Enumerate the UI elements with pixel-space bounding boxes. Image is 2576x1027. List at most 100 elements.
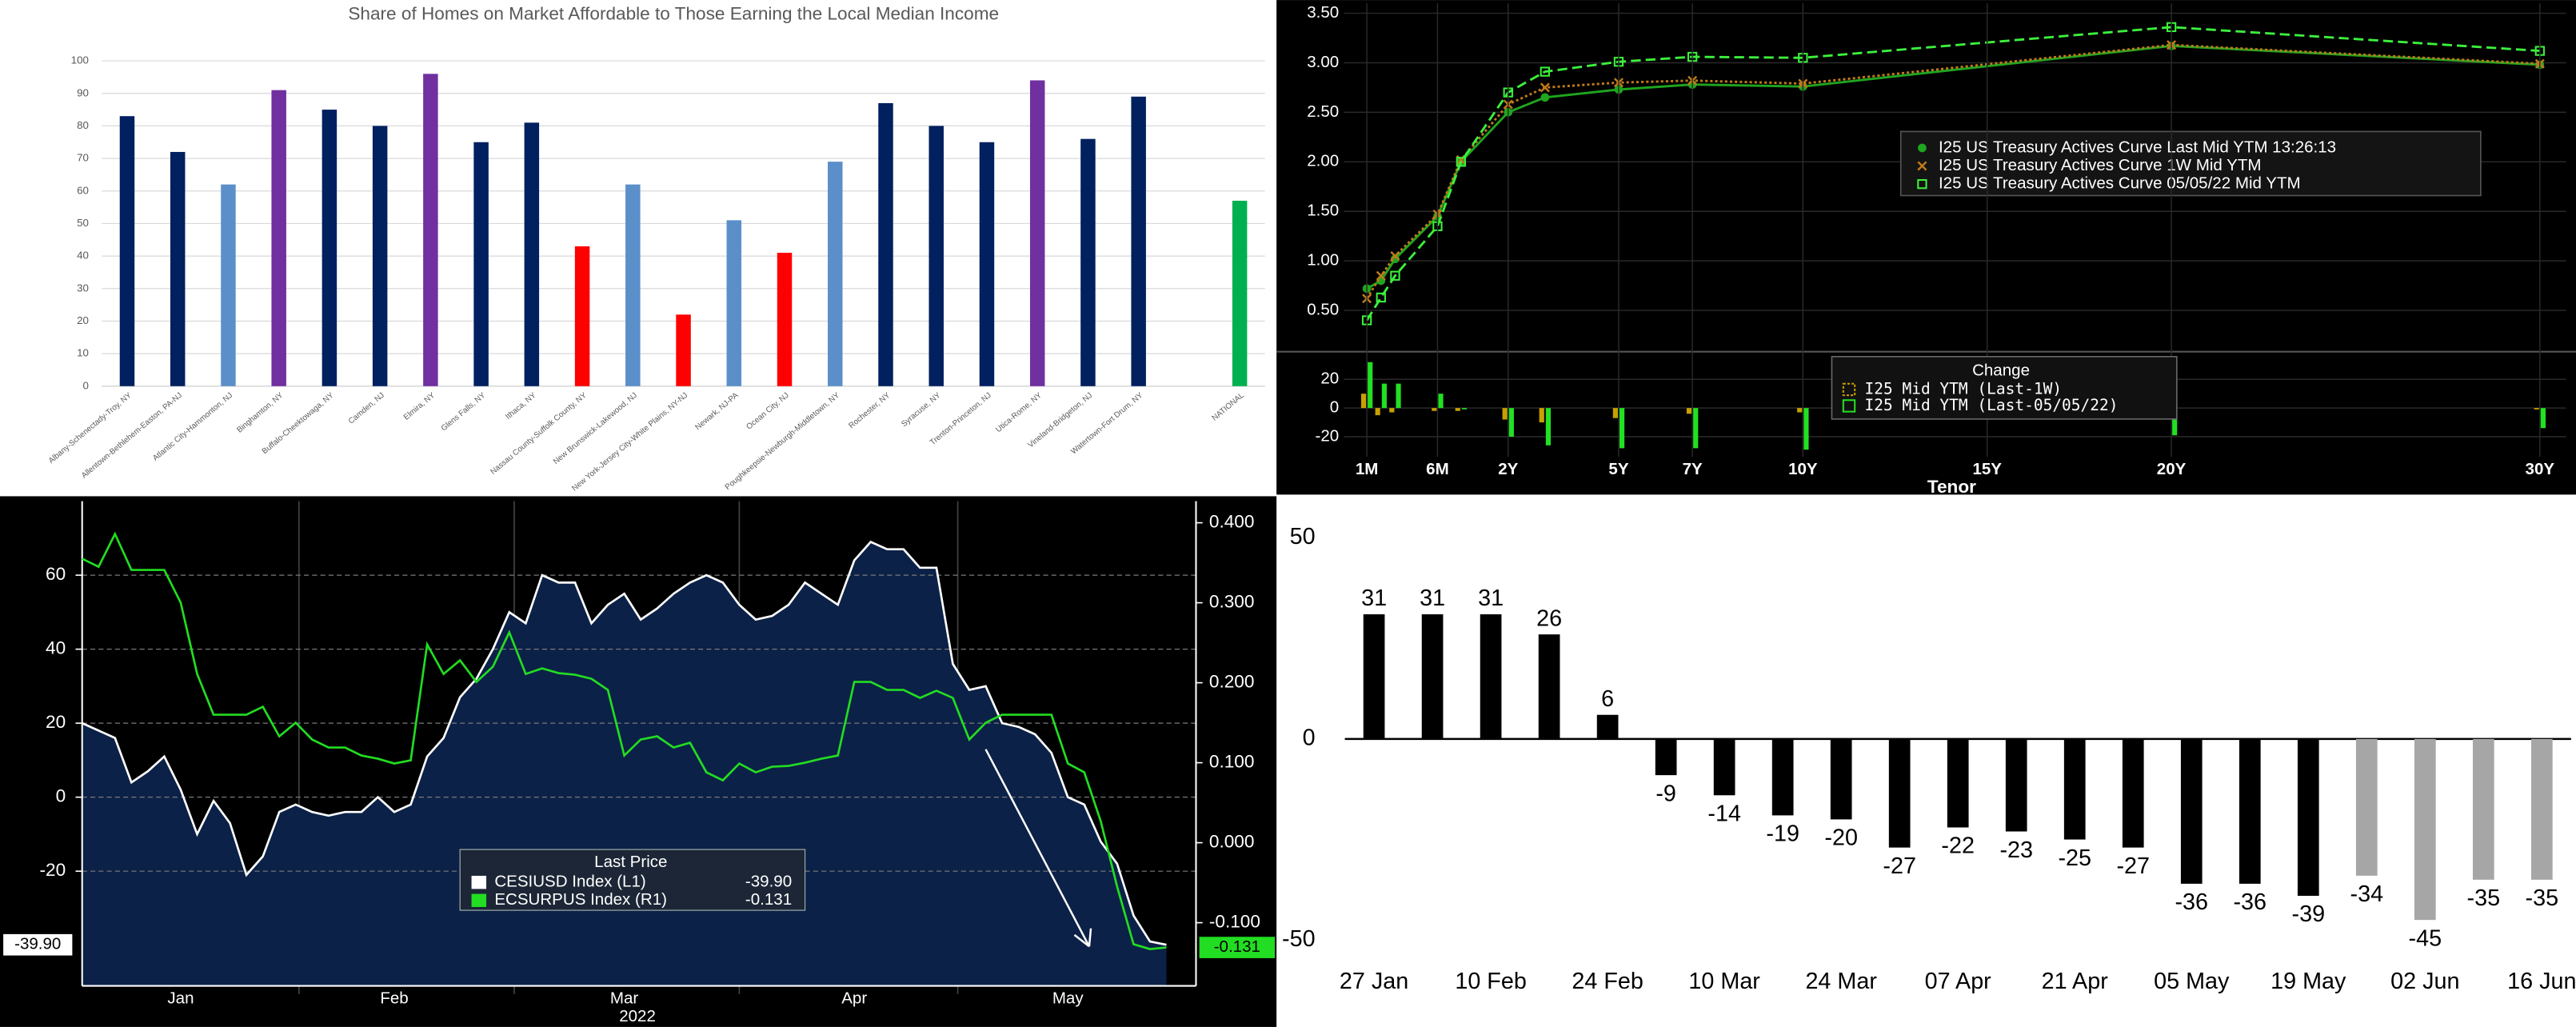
change-bar bbox=[1396, 383, 1401, 409]
y2-tick-label: 0.300 bbox=[1209, 592, 1255, 612]
x-tick-label: 5Y bbox=[1608, 460, 1628, 478]
marker bbox=[1540, 66, 1550, 77]
bar bbox=[1830, 738, 1852, 820]
panel-bg bbox=[1278, 496, 2576, 1027]
bar bbox=[221, 184, 236, 386]
change-bar bbox=[1686, 408, 1692, 414]
data-label: -22 bbox=[1941, 833, 1975, 859]
x-tick-label: 15Y bbox=[1972, 460, 2002, 478]
bar bbox=[828, 162, 843, 386]
bar bbox=[1655, 738, 1677, 776]
bar bbox=[2063, 738, 2086, 840]
bar bbox=[170, 151, 186, 386]
change-bar bbox=[1461, 408, 1468, 410]
marker bbox=[1376, 292, 1386, 303]
x-tick-label: 30Y bbox=[2526, 460, 2555, 478]
x-tick-label: 24 Feb bbox=[1572, 969, 1643, 994]
bar bbox=[2005, 738, 2027, 832]
data-label: -34 bbox=[2350, 881, 2384, 907]
legend-label: I25 US Treasury Actives Curve Last Mid Y… bbox=[1939, 138, 2336, 156]
bar bbox=[2414, 738, 2436, 921]
x-tick-label: 10Y bbox=[1788, 460, 1818, 478]
legend-label: ECSURPUS Index (R1) bbox=[494, 890, 667, 909]
y-tick-label: 70 bbox=[77, 152, 89, 164]
data-label: -27 bbox=[1883, 853, 1916, 879]
x-tick-label: 24 Mar bbox=[1805, 969, 1877, 994]
y-tick-label: -20 bbox=[1315, 426, 1339, 445]
data-label: -45 bbox=[2409, 925, 2442, 951]
marker bbox=[1456, 157, 1467, 167]
change-bar bbox=[1508, 408, 1514, 438]
bar bbox=[473, 142, 489, 386]
x-tick-label: 21 Apr bbox=[2042, 969, 2109, 994]
bar bbox=[1131, 96, 1146, 386]
annotation-arrow bbox=[984, 749, 1091, 947]
bar bbox=[1771, 738, 1794, 816]
y2-tick-label: -0.100 bbox=[1209, 912, 1260, 932]
legend-title: Last Price bbox=[594, 853, 667, 871]
bar bbox=[2122, 738, 2144, 848]
weekly-bar-chart: -50 0 50 27 Jan 31 31 10 Feb 31 26 24 Feb 6 -9 10 Ma… bbox=[1282, 524, 2576, 994]
legend-value: -39.90 bbox=[745, 873, 792, 891]
marker bbox=[1376, 270, 1386, 281]
legend-box bbox=[459, 849, 806, 911]
change-bar bbox=[1545, 408, 1552, 446]
data-label: -9 bbox=[1655, 781, 1676, 806]
legend-swatch bbox=[1842, 399, 1856, 413]
change-bar bbox=[1360, 394, 1367, 409]
marker bbox=[1390, 270, 1400, 281]
data-label: 31 bbox=[1420, 585, 1445, 611]
legend-label: I25 Mid YTM (Last-05/05/22) bbox=[1865, 396, 2119, 414]
x-tick-label: 2Y bbox=[1498, 460, 1518, 478]
data-label: -25 bbox=[2058, 845, 2091, 871]
data-label: 6 bbox=[1601, 686, 1614, 712]
y-tick-label: 3.50 bbox=[1307, 3, 1339, 22]
data-label: -19 bbox=[1766, 821, 1799, 847]
legend-label: I25 Mid YTM (Last-1W) bbox=[1865, 379, 2063, 398]
legend-label: I25 US Treasury Actives Curve 1W Mid YTM bbox=[1939, 156, 2262, 174]
bar bbox=[2472, 738, 2494, 880]
area-fill bbox=[82, 541, 1167, 986]
bar bbox=[676, 314, 691, 386]
data-label: 31 bbox=[1478, 585, 1504, 611]
y-tick-label: 20 bbox=[1320, 370, 1339, 388]
data-label: -35 bbox=[2526, 885, 2559, 911]
legend-marker bbox=[1918, 143, 1927, 153]
x-tick-label: 19 May bbox=[2270, 969, 2346, 994]
bar bbox=[423, 74, 438, 386]
bar bbox=[1596, 714, 1619, 739]
y-tick-label: 60 bbox=[77, 184, 89, 196]
marker bbox=[1540, 93, 1550, 102]
x-tick-label: Apr bbox=[841, 989, 867, 1007]
legend-marker bbox=[1917, 178, 1927, 190]
last-value-label: -0.131 bbox=[1214, 937, 1260, 956]
y-tick-label: 0 bbox=[1303, 725, 1316, 750]
y-tick-label: 100 bbox=[71, 54, 89, 66]
marker bbox=[1390, 250, 1400, 261]
x-tick-label: 10 Feb bbox=[1455, 969, 1527, 994]
x-tick-label: 1M bbox=[1356, 460, 1379, 478]
change-bar bbox=[1502, 408, 1508, 420]
data-label: -27 bbox=[2116, 853, 2150, 879]
y-tick-label: 1.00 bbox=[1307, 251, 1339, 270]
change-bar bbox=[1619, 408, 1625, 449]
legend-box bbox=[1831, 356, 2178, 420]
legend-swatch bbox=[471, 875, 487, 889]
change-bar bbox=[1797, 408, 1803, 413]
x-tick-label: 05 May bbox=[2154, 969, 2230, 994]
bar bbox=[1080, 138, 1096, 386]
change-bar bbox=[1381, 383, 1387, 409]
series-line bbox=[82, 531, 1167, 950]
y-tick-label: 50 bbox=[1290, 524, 1316, 549]
y-tick-label: 0 bbox=[83, 379, 89, 391]
x-tick-label: 16 Jun bbox=[2507, 969, 2576, 994]
change-bar bbox=[1368, 362, 1373, 409]
y-tick-label: 2.00 bbox=[1307, 152, 1339, 170]
curve-line bbox=[1366, 44, 2540, 290]
marker bbox=[1540, 82, 1550, 93]
bar bbox=[878, 102, 893, 386]
y-tick-label: 20 bbox=[46, 712, 66, 732]
data-label: 31 bbox=[1361, 585, 1387, 611]
